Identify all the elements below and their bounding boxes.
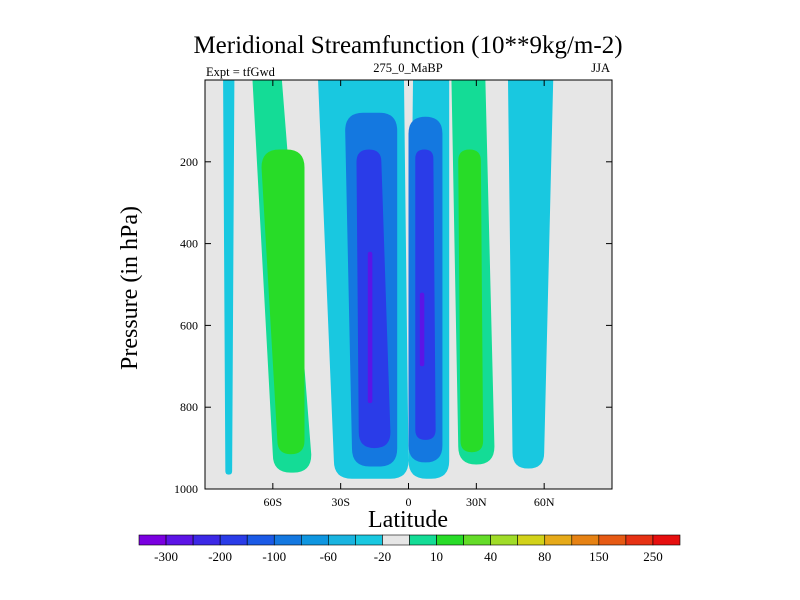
x-tick-label: 60S [263, 495, 282, 509]
colorbar-box [652, 534, 681, 546]
left-subtitle: Expt = tfGwd [206, 65, 276, 79]
contour-region--200 [419, 292, 425, 367]
colorbar-box [165, 534, 194, 546]
colorbar-box [328, 534, 356, 546]
x-tick-label: 0 [406, 495, 412, 509]
x-tick-label: 30S [331, 495, 350, 509]
contour-region--100 [415, 149, 436, 440]
colorbar-label: -20 [374, 549, 391, 564]
colorbar-label: 40 [484, 549, 497, 564]
y-axis: 200 400 600 800 1000 [174, 155, 612, 496]
y-tick-label: 400 [180, 237, 198, 251]
colorbar-box [138, 534, 167, 546]
colorbar-box [598, 534, 627, 546]
x-tick-label: 30N [466, 495, 487, 509]
y-tick-label: 800 [180, 400, 198, 414]
colorbar-box [382, 534, 410, 546]
colorbar-label: 250 [643, 549, 663, 564]
colorbar-label: -200 [208, 549, 232, 564]
contour-region-40 [458, 149, 484, 453]
center-subtitle: 275_0_MaBP [373, 61, 443, 75]
colorbar: -300 -200 -100 -60 -20 10 40 80 150 250 [138, 534, 681, 564]
colorbar-box [246, 534, 275, 546]
colorbar-label: 80 [538, 549, 551, 564]
colorbar-box [490, 534, 518, 546]
y-axis-label: Pressure (in hPa) [117, 206, 143, 370]
y-tick-label: 1000 [174, 482, 198, 496]
x-axis-label: Latitude [368, 507, 448, 533]
contour-region--200 [367, 251, 373, 404]
colorbar-box [409, 534, 437, 546]
colorbar-box [273, 534, 302, 546]
colorbar-box [571, 534, 600, 546]
colorbar-box [544, 534, 573, 546]
colorbar-box [219, 534, 248, 546]
right-subtitle: JJA [591, 61, 610, 75]
colorbar-label: -300 [154, 549, 178, 564]
colorbar-box [625, 534, 654, 546]
colorbar-box [517, 534, 546, 546]
x-axis: 60S 30S 0 30N 60N [263, 80, 555, 509]
colorbar-label: -100 [262, 549, 286, 564]
colorbar-box [436, 534, 464, 546]
contour-region--20 [507, 80, 554, 469]
y-tick-label: 200 [180, 155, 198, 169]
colorbar-box [355, 534, 383, 546]
chart-title: Meridional Streamfunction (10**9kg/m-2) [193, 32, 622, 59]
colorbar-label: 10 [430, 549, 443, 564]
colorbar-label: -60 [320, 549, 337, 564]
x-tick-label: 60N [534, 495, 555, 509]
contour-regions [223, 80, 554, 479]
colorbar-box [463, 534, 491, 546]
y-tick-label: 600 [180, 318, 198, 332]
colorbar-box [300, 534, 329, 546]
colorbar-label: 150 [589, 549, 609, 564]
colorbar-box [192, 534, 221, 546]
plot-area [204, 79, 613, 490]
contour-region-40 [261, 149, 305, 455]
contour-region--20 [223, 80, 235, 475]
contour-region--100 [356, 149, 391, 449]
